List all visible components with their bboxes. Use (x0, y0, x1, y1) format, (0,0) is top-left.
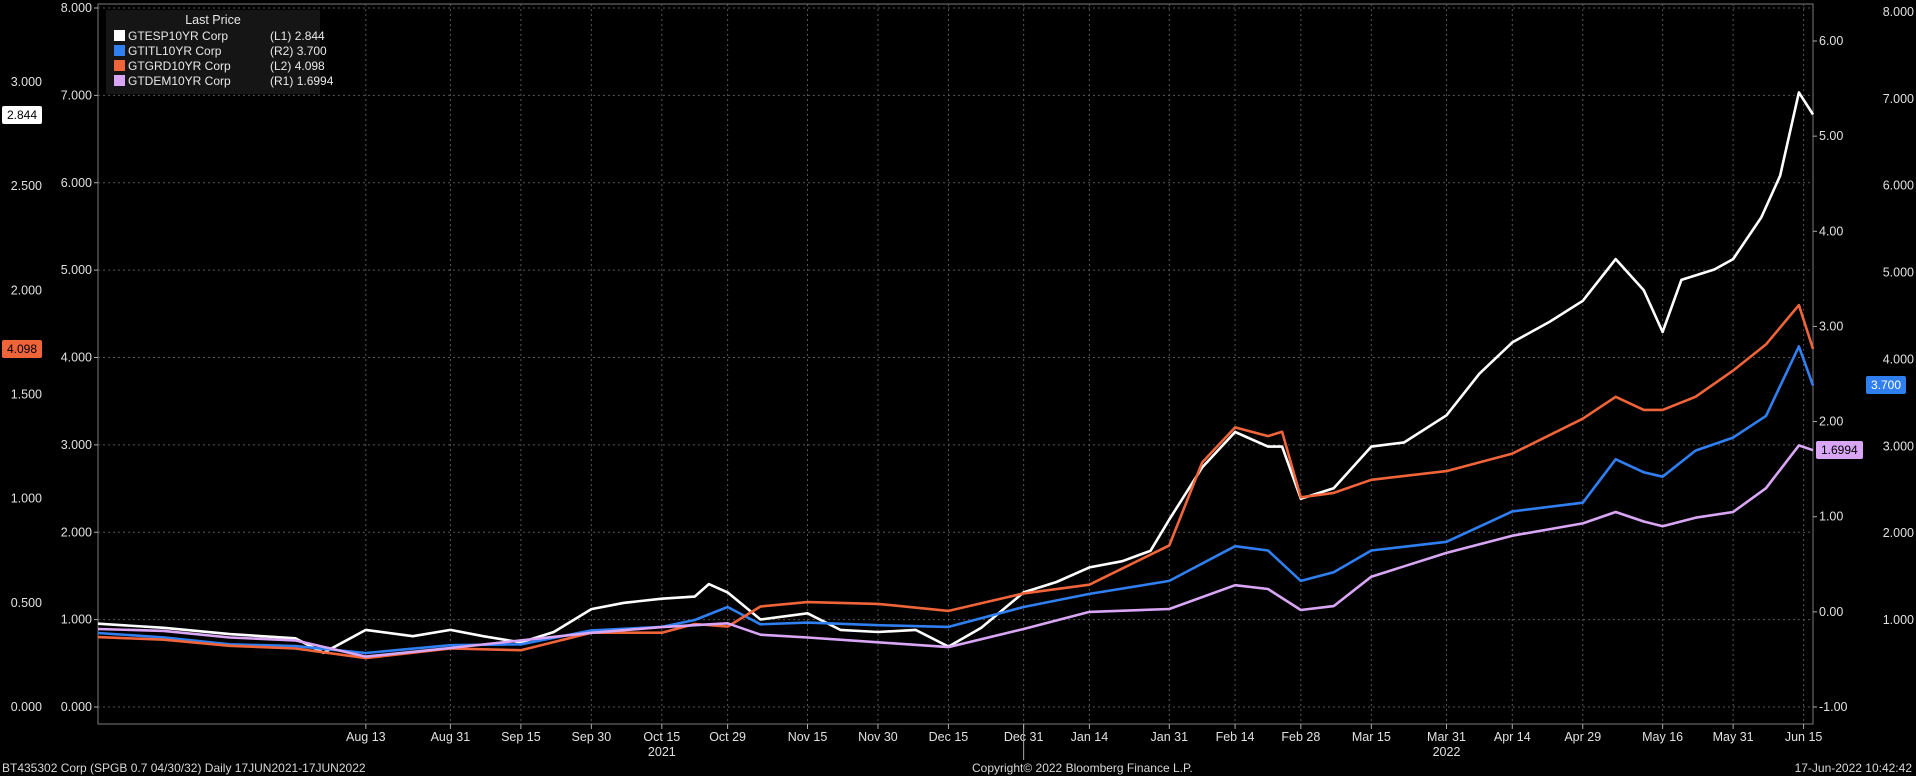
y-tick-label-r2: 6.000 (1883, 179, 1914, 193)
x-tick-label: Aug 13 (346, 730, 386, 744)
y-tick-label-l2: 1.000 (61, 613, 92, 627)
x-tick-label: May 31 (1713, 730, 1754, 744)
legend-axis: (R2) (270, 44, 294, 58)
y-tick-label-l1: 2.000 (11, 283, 42, 297)
y-tick-label-l2: 7.000 (61, 88, 92, 102)
x-tick-label: Mar 15 (1352, 730, 1391, 744)
y-tick-label-l1: 3.000 (11, 75, 42, 89)
y-tick-label-r2: 2.000 (1883, 526, 1914, 540)
y-tick-label-r1: 5.00 (1819, 129, 1843, 143)
timestamp: 17-Jun-2022 10:42:42 (1794, 761, 1912, 775)
legend-value: 4.098 (294, 59, 325, 73)
last-value-tag: 3.700 (1866, 376, 1907, 395)
y-tick-label-l2: 3.000 (61, 438, 92, 452)
x-tick-label: Oct 29 (709, 730, 746, 744)
legend-value: 2.844 (294, 29, 325, 43)
x-tick-label: May 16 (1642, 730, 1683, 744)
y-tick-label-r1: 4.00 (1819, 224, 1843, 238)
y-tick-label-l1: 1.500 (11, 388, 42, 402)
legend-series-name: GTESP10YR Corp (128, 29, 229, 43)
x-tick-label: Mar 31 (1427, 730, 1466, 744)
legend-title: Last Price (185, 13, 241, 27)
x-tick-label: Feb 14 (1216, 730, 1255, 744)
y-tick-label-l1: 2.500 (11, 179, 42, 193)
plot-area (97, 91, 1815, 660)
y-tick-label-l2: 4.000 (61, 351, 92, 365)
axes: Aug 13 Aug 31 Sep 15 Sep 30 Oct 15 Oct 29 Nov … (11, 1, 1914, 760)
security-description: BT435302 Corp (SPGB 0.7 04/30/32) Daily … (2, 761, 366, 775)
y-tick-label-l2: 2.000 (61, 525, 92, 539)
x-year-label: 2022 (1433, 745, 1461, 759)
x-tick-label: Nov 30 (858, 730, 898, 744)
legend-swatch (114, 30, 125, 41)
series-line (97, 345, 1815, 655)
series-line (97, 444, 1814, 658)
legend: Last Price GTESP10YR Corp (L1) 2.844 GTIT… (106, 10, 333, 94)
x-tick-label: Apr 14 (1494, 730, 1531, 744)
x-tick-label: Jan 31 (1151, 730, 1189, 744)
y-tick-label-r1: 6.00 (1819, 34, 1843, 48)
y-tick-label-l1: 1.000 (11, 492, 42, 506)
legend-series-name: GTDEM10YR Corp (128, 74, 231, 88)
y-tick-label-l2: 8.000 (61, 1, 92, 15)
x-tick-label: Aug 31 (431, 730, 471, 744)
y-tick-label-r2: 8.000 (1883, 5, 1914, 19)
plot-frame (97, 3, 1814, 725)
x-tick-label: Oct 15 (643, 730, 680, 744)
y-tick-label-r1: 0.00 (1819, 605, 1843, 619)
legend-axis: (L2) (270, 59, 292, 73)
y-tick-label-r2: 7.000 (1883, 92, 1914, 106)
y-tick-label-r1: 3.00 (1819, 319, 1843, 333)
x-tick-label: Jan 14 (1071, 730, 1109, 744)
legend-entry[interactable]: GTDEM10YR Corp (R1) 1.6994 (114, 74, 333, 89)
legend-swatch (114, 45, 125, 56)
legend-entry[interactable]: GTESP10YR Corp (L1) 2.844 (114, 29, 325, 44)
x-tick-label: Sep 30 (572, 730, 612, 744)
y-tick-label-r2: 4.000 (1883, 352, 1914, 366)
y-tick-label-l2: 0.000 (61, 700, 92, 714)
y-tick-label-r1: -1.00 (1819, 700, 1848, 714)
y-tick-label-l1: 0.500 (11, 596, 42, 610)
legend-swatch (114, 75, 125, 86)
x-year-label: 2021 (648, 745, 676, 759)
legend-entry[interactable]: GTGRD10YR Corp (L2) 4.098 (114, 59, 325, 74)
y-tick-label-l1: 0.000 (11, 700, 42, 714)
legend-swatch (114, 60, 125, 71)
series-line (97, 91, 1815, 655)
legend-series-name: GTGRD10YR Corp (128, 59, 231, 73)
y-tick-label-r1: 2.00 (1819, 415, 1843, 429)
legend-axis: (L1) (270, 29, 292, 43)
y-tick-label-l2: 5.000 (61, 263, 92, 277)
y-tick-label-r2: 1.000 (1883, 613, 1914, 627)
x-tick-label: Feb 28 (1281, 730, 1320, 744)
legend-axis: (R1) (270, 74, 294, 88)
y-tick-label-r1: 1.00 (1819, 510, 1843, 524)
x-tick-label: Sep 15 (501, 730, 541, 744)
legend-entry[interactable]: GTITL10YR Corp (R2) 3.700 (114, 44, 327, 59)
last-value-tag: 2.844 (2, 105, 43, 124)
x-tick-label: Apr 29 (1564, 730, 1601, 744)
x-tick-label: Jun 15 (1785, 730, 1823, 744)
x-tick-label: Nov 15 (788, 730, 828, 744)
last-value-tag: 1.6994 (1816, 441, 1863, 460)
legend-value: 1.6994 (296, 74, 334, 88)
legend-series-name: GTITL10YR Corp (128, 44, 222, 58)
legend-value: 3.700 (296, 44, 327, 58)
y-tick-label-l2: 6.000 (61, 176, 92, 190)
grid-lines (97, 3, 1814, 725)
last-value-tag: 4.098 (2, 339, 43, 358)
copyright: Copyright© 2022 Bloomberg Finance L.P. (972, 761, 1193, 775)
y-tick-label-r2: 3.000 (1883, 439, 1914, 453)
y-tick-label-r2: 5.000 (1883, 266, 1914, 280)
x-tick-label: Dec 15 (929, 730, 969, 744)
series-line (97, 303, 1815, 660)
